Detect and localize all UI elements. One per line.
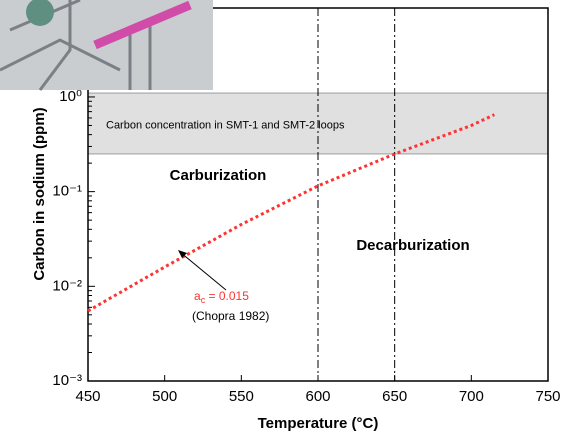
x-tick-label: 700 [459, 388, 484, 405]
x-tick-label: 450 [75, 388, 100, 405]
band-label: Carbon concentration in SMT-1 and SMT-2 … [106, 119, 345, 131]
x-tick-label: 750 [535, 388, 560, 405]
arrow [180, 252, 226, 290]
annotation-part: = 0.015 [205, 289, 249, 303]
y-tick-label: 10⁻³ [52, 372, 82, 389]
y-tick-label: 10⁰ [59, 88, 82, 105]
x-tick-label: 550 [229, 388, 254, 405]
annotation: ac = 0.015 [194, 289, 249, 305]
y-axis-label: Carbon in sodium (ppm) [31, 107, 48, 280]
annotation: Carburization [170, 167, 267, 184]
inset-photo [0, 0, 213, 90]
x-tick-label: 600 [305, 388, 330, 405]
x-tick-label: 650 [382, 388, 407, 405]
x-axis-label: Temperature (°C) [258, 415, 379, 432]
annotation: (Chopra 1982) [192, 309, 269, 323]
y-tick-label: 10⁻² [52, 277, 82, 294]
x-tick-label: 500 [152, 388, 177, 405]
annotation: Decarburization [356, 237, 469, 254]
chart: Temperature (°C) Carbon in sodium (ppm) … [0, 0, 562, 437]
y-tick-label: 10⁻¹ [52, 183, 82, 200]
